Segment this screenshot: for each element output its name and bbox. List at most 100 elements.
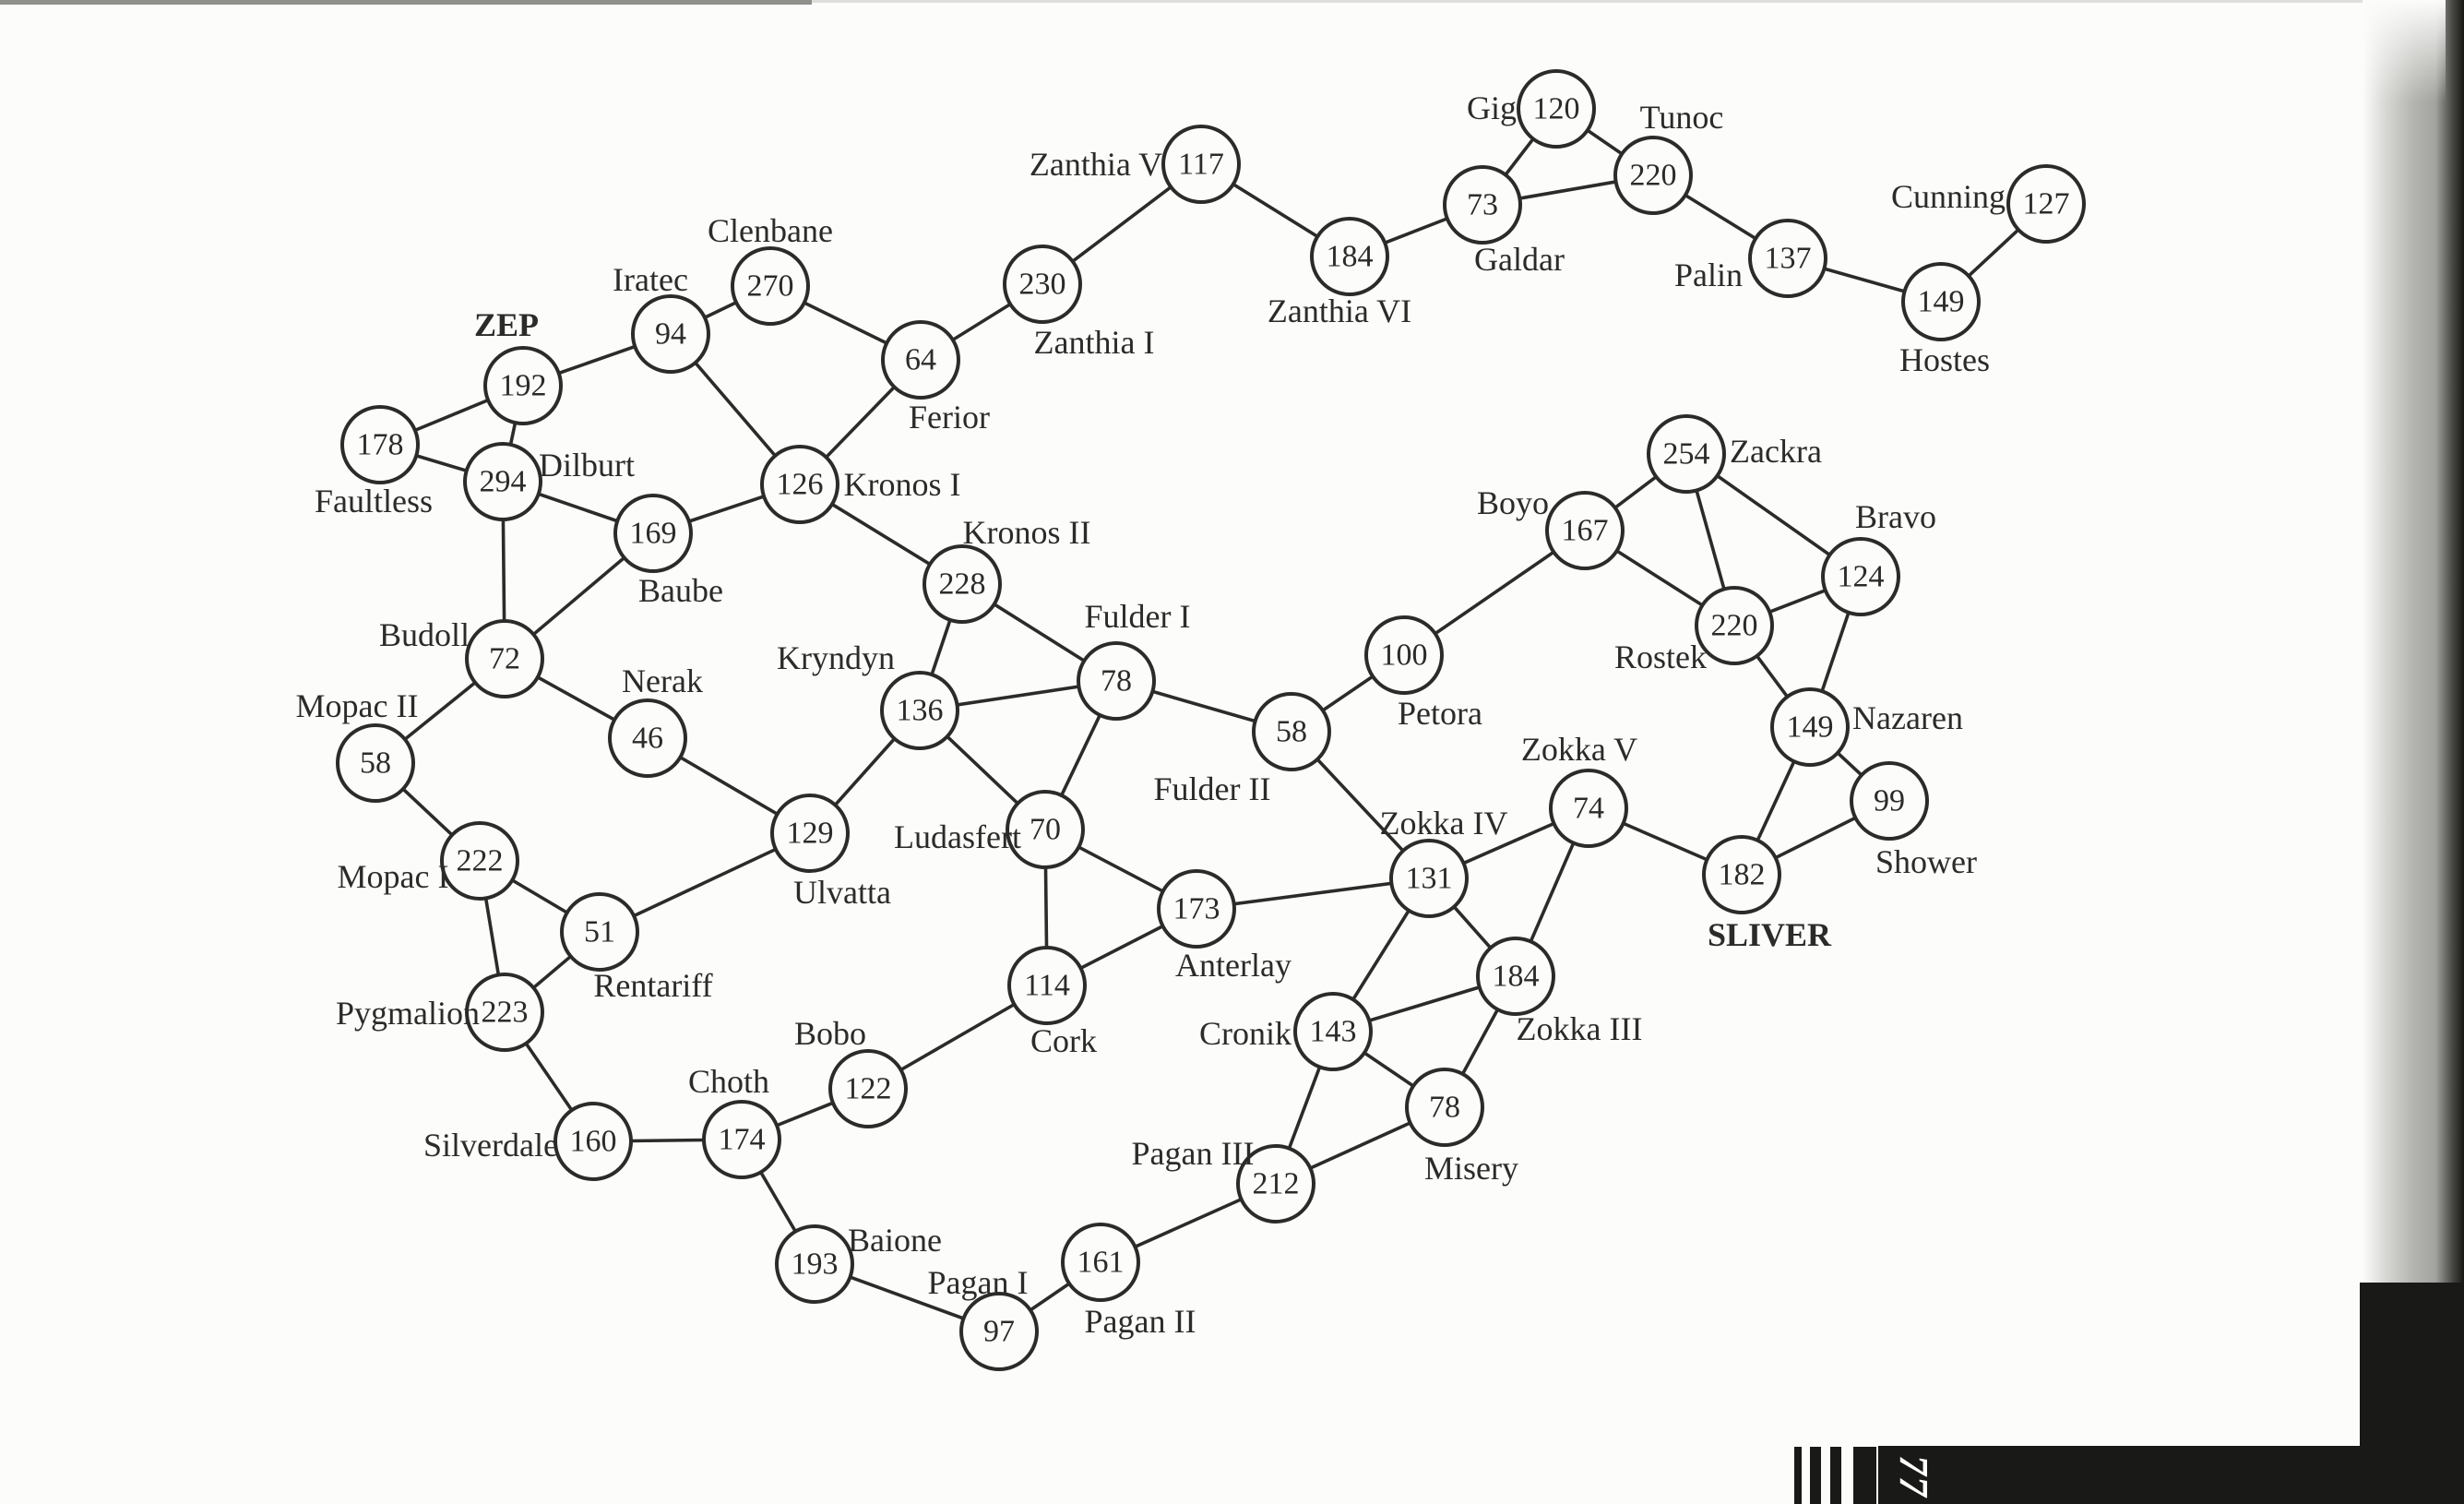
node-ferior xyxy=(881,320,960,400)
node-label-zanthia-i: Zanthia I xyxy=(1034,324,1155,361)
node-petora xyxy=(1364,615,1444,695)
node-galdar xyxy=(1443,165,1522,245)
node-value-choth: 174 xyxy=(719,1123,766,1157)
node-label-kronos-i: Kronos I xyxy=(844,466,961,503)
node-value-mopac-ii: 58 xyxy=(360,746,391,781)
node-label-nazaren: Nazaren xyxy=(1852,699,1963,736)
node-mopac-i xyxy=(440,821,519,901)
node-value-galdar: 73 xyxy=(1467,188,1498,222)
node-value-palin: 137 xyxy=(1765,242,1812,276)
node-pagan-ii xyxy=(1061,1223,1140,1302)
node-label-pagan-ii: Pagan II xyxy=(1085,1303,1196,1340)
node-label-baione: Baione xyxy=(848,1222,942,1259)
node-zokka-v xyxy=(1549,769,1628,848)
node-nerak xyxy=(608,698,687,778)
node-dilburt xyxy=(463,442,542,521)
node-value-sliver: 182 xyxy=(1719,858,1766,892)
scan-artifact-top-line-dark xyxy=(0,0,812,5)
node-label-silverdale: Silverdale xyxy=(423,1127,558,1164)
node-label-zanthia-vi: Zanthia VI xyxy=(1268,292,1411,329)
node-label-tunoc: Tunoc xyxy=(1640,99,1724,136)
node-value-pagan-iii: 212 xyxy=(1253,1167,1300,1201)
node-label-shower: Shower xyxy=(1875,843,1977,880)
node-label-bravo: Bravo xyxy=(1855,498,1936,535)
node-value-misery: 78 xyxy=(1429,1091,1460,1125)
node-label-baube: Baube xyxy=(638,572,723,609)
node-shower xyxy=(1850,761,1929,841)
node-label-boyo: Boyo xyxy=(1477,484,1549,521)
node-label-anterlay: Anterlay xyxy=(1175,947,1292,984)
node-label-zanthia-v: Zanthia V xyxy=(1030,146,1162,183)
scan-artifact-top-line xyxy=(0,0,2464,3)
node-label-rentariff: Rentariff xyxy=(593,967,712,1004)
node-nazaren xyxy=(1770,687,1850,767)
node-cork xyxy=(1007,946,1087,1025)
node-value-ludasfert: 70 xyxy=(1030,813,1061,847)
node-label-clenbane: Clenbane xyxy=(708,212,833,249)
node-value-zep: 192 xyxy=(500,369,547,403)
node-zokka-iii xyxy=(1476,937,1555,1016)
node-bravo xyxy=(1821,537,1900,616)
node-label-ferior: Ferior xyxy=(909,399,990,436)
node-bobo xyxy=(828,1049,908,1128)
node-label-fulder-i: Fulder I xyxy=(1085,598,1191,635)
node-hostes xyxy=(1901,262,1981,341)
node-label-rostek: Rostek xyxy=(1614,639,1707,675)
node-baube xyxy=(613,494,693,573)
node-label-petora: Petora xyxy=(1398,695,1482,732)
node-baione xyxy=(775,1224,854,1304)
node-label-zokka-iii: Zokka III xyxy=(1517,1010,1643,1047)
node-cronik xyxy=(1293,992,1373,1071)
node-value-zokka-iv: 131 xyxy=(1406,862,1453,896)
node-boyo xyxy=(1545,491,1625,570)
node-value-petora: 100 xyxy=(1381,639,1428,673)
node-value-silverdale: 160 xyxy=(570,1125,617,1159)
node-kryndyn xyxy=(880,671,959,750)
node-label-iratec: Iratec xyxy=(613,261,688,298)
page-number: 77 xyxy=(1891,1455,1937,1498)
node-value-rostek: 220 xyxy=(1711,609,1758,643)
node-value-pagan-i: 97 xyxy=(983,1315,1015,1349)
node-palin xyxy=(1748,219,1827,298)
node-label-zokka-v: Zokka V xyxy=(1521,731,1637,768)
node-label-ulvatta: Ulvatta xyxy=(793,874,891,911)
node-value-zokka-v: 74 xyxy=(1573,792,1604,826)
node-rostek xyxy=(1695,586,1774,665)
footer-bar-2 xyxy=(1810,1447,1821,1504)
node-value-baube: 169 xyxy=(630,517,677,551)
node-value-fulder-i: 78 xyxy=(1101,664,1132,698)
node-value-dilburt: 294 xyxy=(480,465,527,499)
node-value-clenbane: 270 xyxy=(747,269,794,304)
node-value-budoll: 72 xyxy=(489,642,520,676)
node-label-gig: Gig xyxy=(1467,90,1517,126)
node-fulder-i xyxy=(1077,641,1156,721)
node-kronos-i xyxy=(760,445,839,524)
node-label-zokka-iv: Zokka IV xyxy=(1380,805,1508,842)
node-value-baione: 193 xyxy=(792,1247,839,1282)
node-value-faultless: 178 xyxy=(357,428,404,462)
node-value-ferior: 64 xyxy=(905,343,936,377)
node-value-zackra: 254 xyxy=(1663,437,1710,471)
node-value-zanthia-i: 230 xyxy=(1019,268,1066,302)
node-label-mopac-i: Mopac I xyxy=(338,858,449,895)
node-label-zackra: Zackra xyxy=(1730,433,1822,470)
node-label-hostes: Hostes xyxy=(1899,341,1990,378)
node-budoll xyxy=(465,619,544,698)
node-label-ludasfert: Ludasfert xyxy=(894,818,1021,855)
footer-black-bar xyxy=(1878,1446,2464,1504)
node-cunning xyxy=(2006,164,2086,244)
node-value-gig: 120 xyxy=(1533,92,1580,126)
node-value-kronos-i: 126 xyxy=(777,468,824,502)
node-faultless xyxy=(340,405,420,484)
node-tunoc xyxy=(1613,136,1693,215)
node-iratec xyxy=(631,294,710,374)
node-value-iratec: 94 xyxy=(655,317,686,352)
node-label-dilburt: Dilburt xyxy=(539,447,635,483)
node-label-cork: Cork xyxy=(1030,1022,1097,1059)
node-label-faultless: Faultless xyxy=(315,483,433,519)
node-value-hostes: 149 xyxy=(1918,285,1965,319)
node-value-zanthia-v: 117 xyxy=(1178,148,1224,182)
node-rentariff xyxy=(560,892,639,972)
node-value-tunoc: 220 xyxy=(1630,159,1677,193)
